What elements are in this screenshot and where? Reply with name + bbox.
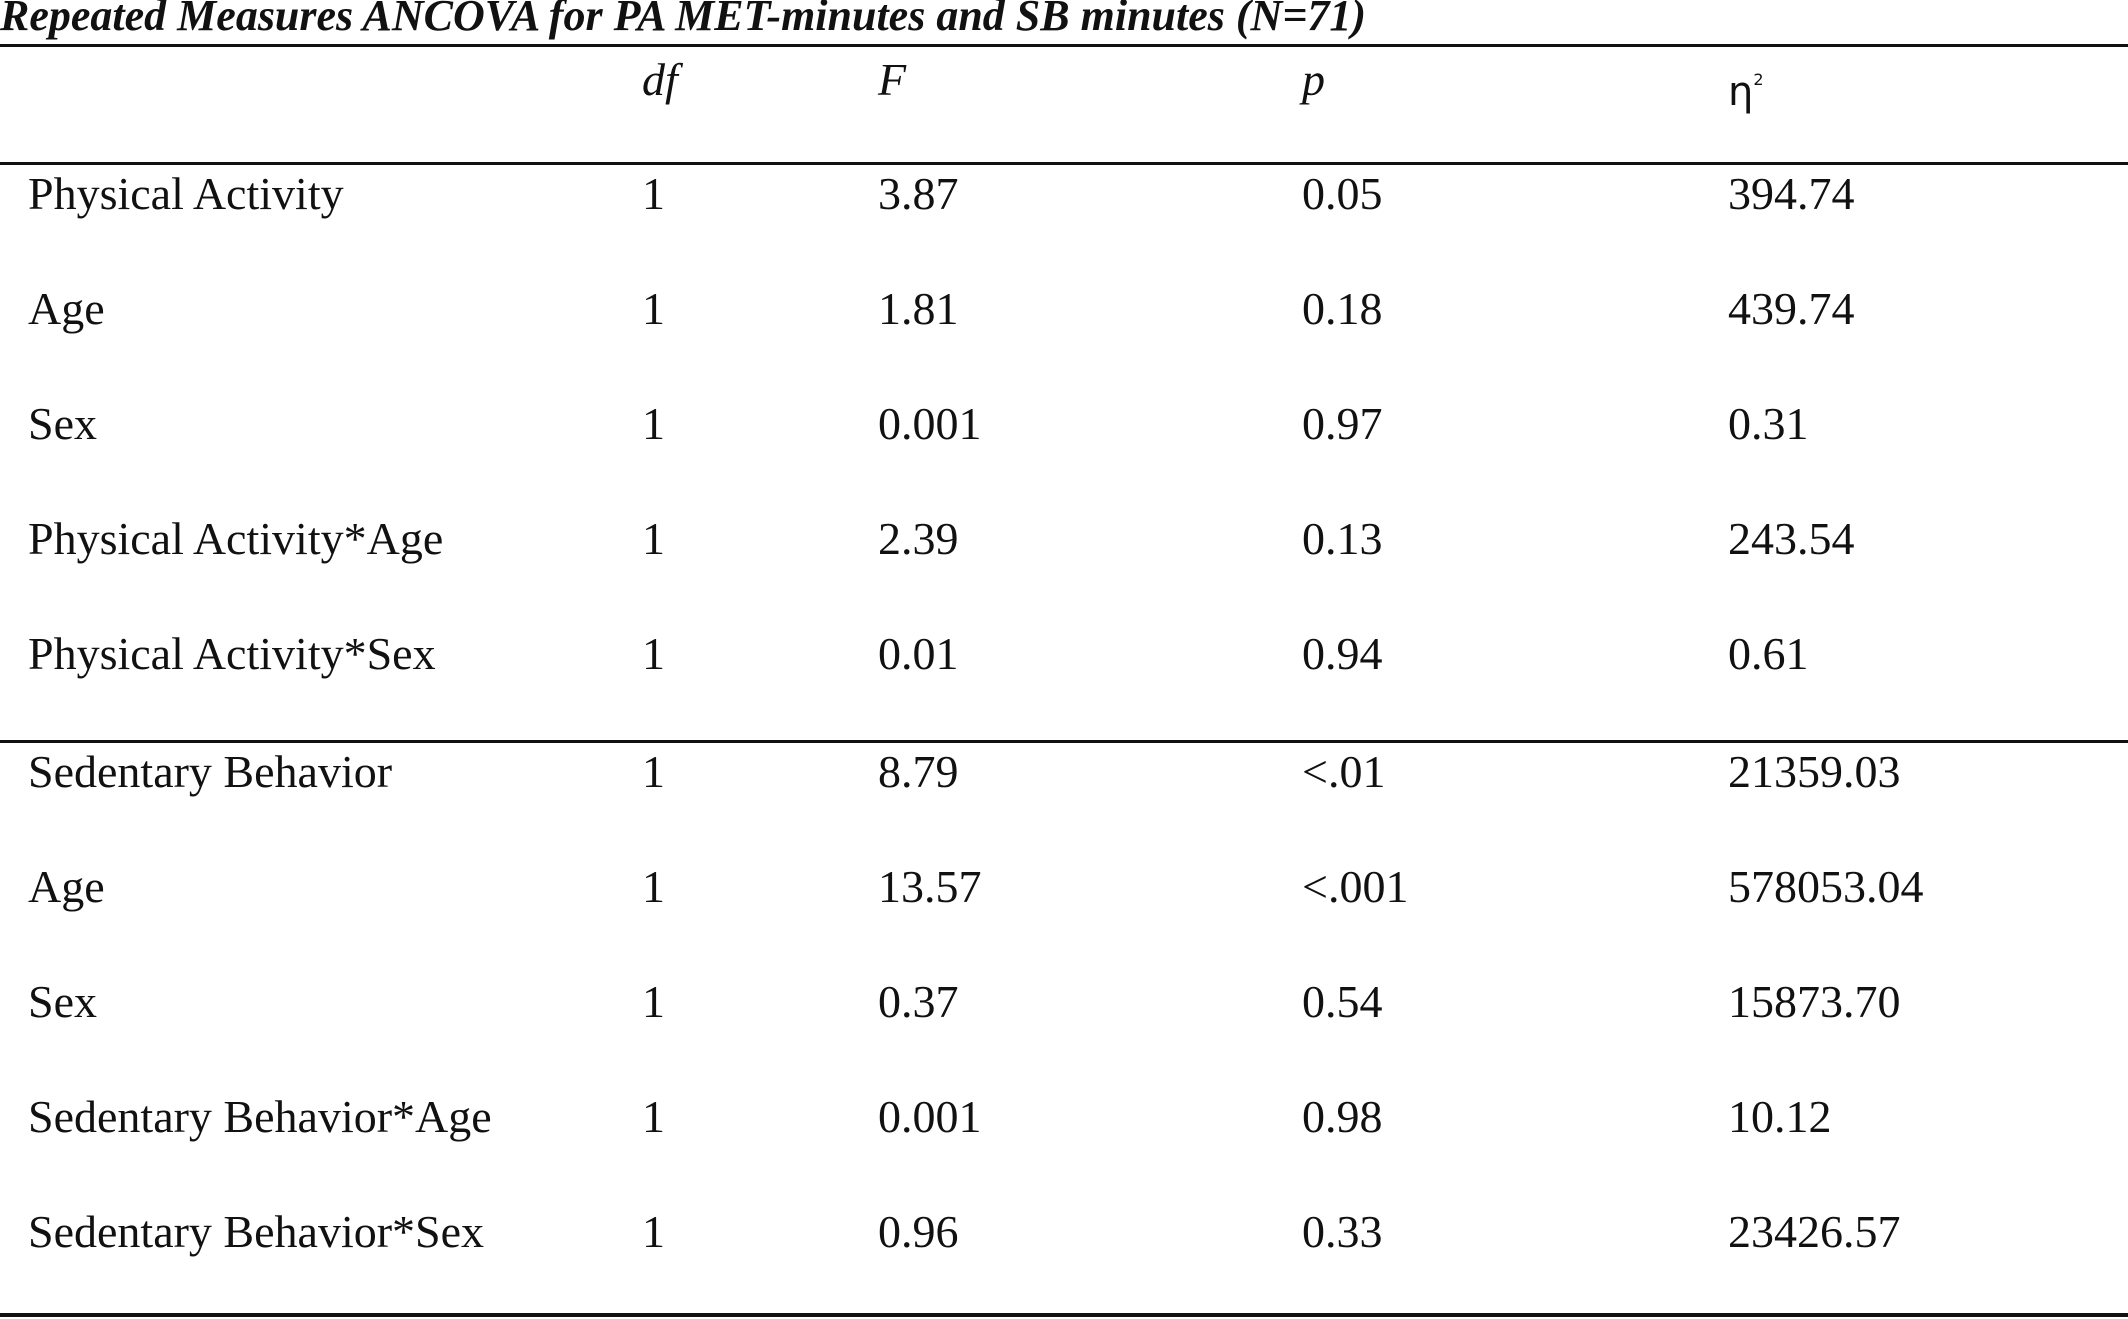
col-header-eta-squared: η2 [1728, 50, 1764, 122]
section-rule [0, 740, 2128, 743]
table-title: Repeated Measures ANCOVA for PA MET-minu… [0, 0, 1367, 40]
row-label: Age [28, 283, 105, 334]
p-value: <.001 [1302, 861, 1409, 912]
df-value: 1 [642, 746, 665, 797]
row-label: Sex [28, 976, 97, 1027]
eta-value: 0.31 [1728, 398, 1809, 449]
p-value: 0.18 [1302, 283, 1383, 334]
df-value: 1 [642, 976, 665, 1027]
table-row: Sex 1 0.37 0.54 15873.70 [0, 972, 2128, 1032]
eta-value: 243.54 [1728, 513, 1855, 564]
f-value: 1.81 [878, 283, 959, 334]
f-value: 2.39 [878, 513, 959, 564]
df-value: 1 [642, 861, 665, 912]
p-value: 0.98 [1302, 1091, 1383, 1142]
col-header-f: F [878, 54, 907, 105]
eta-value: 0.61 [1728, 628, 1809, 679]
row-label: Sedentary Behavior [28, 746, 393, 797]
f-value: 0.001 [878, 1091, 982, 1142]
df-value: 1 [642, 1091, 665, 1142]
header-row: df F p η2 [0, 50, 2128, 115]
table-row: Sedentary Behavior 1 8.79 <.01 21359.03 [0, 742, 2128, 802]
eta-value: 578053.04 [1728, 861, 1924, 912]
eta-value: 15873.70 [1728, 976, 1901, 1027]
f-value: 3.87 [878, 168, 959, 219]
col-header-df: df [642, 54, 678, 105]
p-value: 0.05 [1302, 168, 1383, 219]
col-header-p: p [1302, 54, 1325, 105]
table-row: Physical Activity*Age 1 2.39 0.13 243.54 [0, 509, 2128, 569]
row-label: Physical Activity*Sex [28, 628, 436, 679]
table-row: Physical Activity 1 3.87 0.05 394.74 [0, 164, 2128, 224]
table-row: Age 1 13.57 <.001 578053.04 [0, 857, 2128, 917]
f-value: 13.57 [878, 861, 982, 912]
bottom-rule [0, 1313, 2128, 1317]
df-value: 1 [642, 1206, 665, 1257]
table-row: Age 1 1.81 0.18 439.74 [0, 279, 2128, 339]
row-label: Physical Activity*Age [28, 513, 444, 564]
p-value: 0.33 [1302, 1206, 1383, 1257]
p-value: <.01 [1302, 746, 1386, 797]
f-value: 0.001 [878, 398, 982, 449]
f-value: 0.01 [878, 628, 959, 679]
table-row: Physical Activity*Sex 1 0.01 0.94 0.61 [0, 624, 2128, 684]
eta-value: 10.12 [1728, 1091, 1832, 1142]
eta-value: 439.74 [1728, 283, 1855, 334]
df-value: 1 [642, 513, 665, 564]
row-label: Age [28, 861, 105, 912]
f-value: 0.96 [878, 1206, 959, 1257]
eta-value: 21359.03 [1728, 746, 1901, 797]
f-value: 8.79 [878, 746, 959, 797]
df-value: 1 [642, 398, 665, 449]
row-label: Sedentary Behavior*Sex [28, 1206, 485, 1257]
table-row: Sex 1 0.001 0.97 0.31 [0, 394, 2128, 454]
table-row: Sedentary Behavior*Sex 1 0.96 0.33 23426… [0, 1202, 2128, 1262]
df-value: 1 [642, 168, 665, 219]
p-value: 0.54 [1302, 976, 1383, 1027]
f-value: 0.37 [878, 976, 959, 1027]
table-row: Sedentary Behavior*Age 1 0.001 0.98 10.1… [0, 1087, 2128, 1147]
top-rule [0, 44, 2128, 47]
p-value: 0.13 [1302, 513, 1383, 564]
eta-value: 394.74 [1728, 168, 1855, 219]
eta-superscript: 2 [1753, 70, 1764, 89]
row-label: Physical Activity [28, 168, 344, 219]
row-label: Sex [28, 398, 97, 449]
header-rule [0, 162, 2128, 165]
df-value: 1 [642, 283, 665, 334]
p-value: 0.94 [1302, 628, 1383, 679]
eta-value: 23426.57 [1728, 1206, 1901, 1257]
df-value: 1 [642, 628, 665, 679]
p-value: 0.97 [1302, 398, 1383, 449]
row-label: Sedentary Behavior*Age [28, 1091, 492, 1142]
eta-symbol: η [1728, 69, 1754, 115]
